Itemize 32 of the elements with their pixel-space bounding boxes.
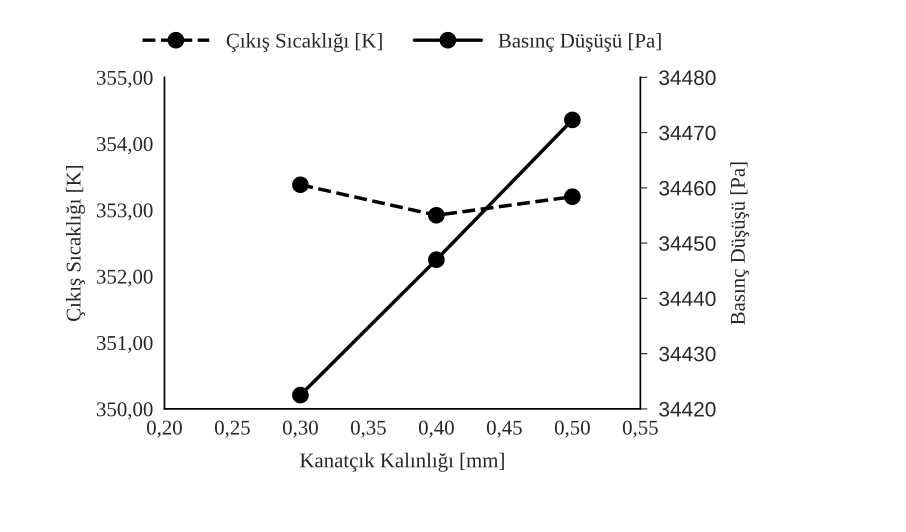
x-axis-title: Kanatçık Kalınlığı [mm] xyxy=(300,452,504,472)
x-tick-label: 0,25 xyxy=(214,420,250,438)
x-tick-label: 0,55 xyxy=(622,420,658,438)
y2-axis-title: Basınç Düşüşü [Pa] xyxy=(730,162,750,325)
x-tick-label: 0,20 xyxy=(147,420,182,438)
x-tick-label: 0,40 xyxy=(418,420,454,438)
x-tick-label: 0,35 xyxy=(350,420,386,438)
legend-label: Çıkış Sıcaklığı [K] xyxy=(226,33,382,52)
y2-tick-label: 34460 xyxy=(659,180,716,196)
x-tick-label: 0,30 xyxy=(282,420,318,438)
y-tick-label: 355,00 xyxy=(97,70,153,88)
legend-label: Basınç Düşüşü [Pa] xyxy=(498,33,661,52)
y2-tick-label: 34470 xyxy=(659,126,716,140)
y-tick-label: 351,00 xyxy=(97,336,153,354)
x-tick-label: 0,50 xyxy=(554,420,590,438)
point xyxy=(564,112,581,128)
y2-tick-label: 34440 xyxy=(659,291,716,306)
y-tick-label: 354,00 xyxy=(97,137,153,154)
y-axis-title: Çıkış Sıcaklığı [K] xyxy=(66,166,85,321)
point xyxy=(564,188,581,206)
y-tick-label: 353,00 xyxy=(97,203,153,220)
y2-tick-label: 34420 xyxy=(659,402,716,417)
y2-tick-label: 34450 xyxy=(659,236,716,251)
point xyxy=(428,251,445,268)
x-tick-label: 0,45 xyxy=(486,420,522,438)
y2-tick-label: 34480 xyxy=(659,70,716,86)
y-tick-label: 352,00 xyxy=(97,270,153,287)
y-tick-label: 350,00 xyxy=(97,402,153,420)
point xyxy=(292,386,309,404)
y2-tick-label: 34430 xyxy=(659,346,716,362)
point xyxy=(428,206,445,224)
point xyxy=(292,176,309,194)
